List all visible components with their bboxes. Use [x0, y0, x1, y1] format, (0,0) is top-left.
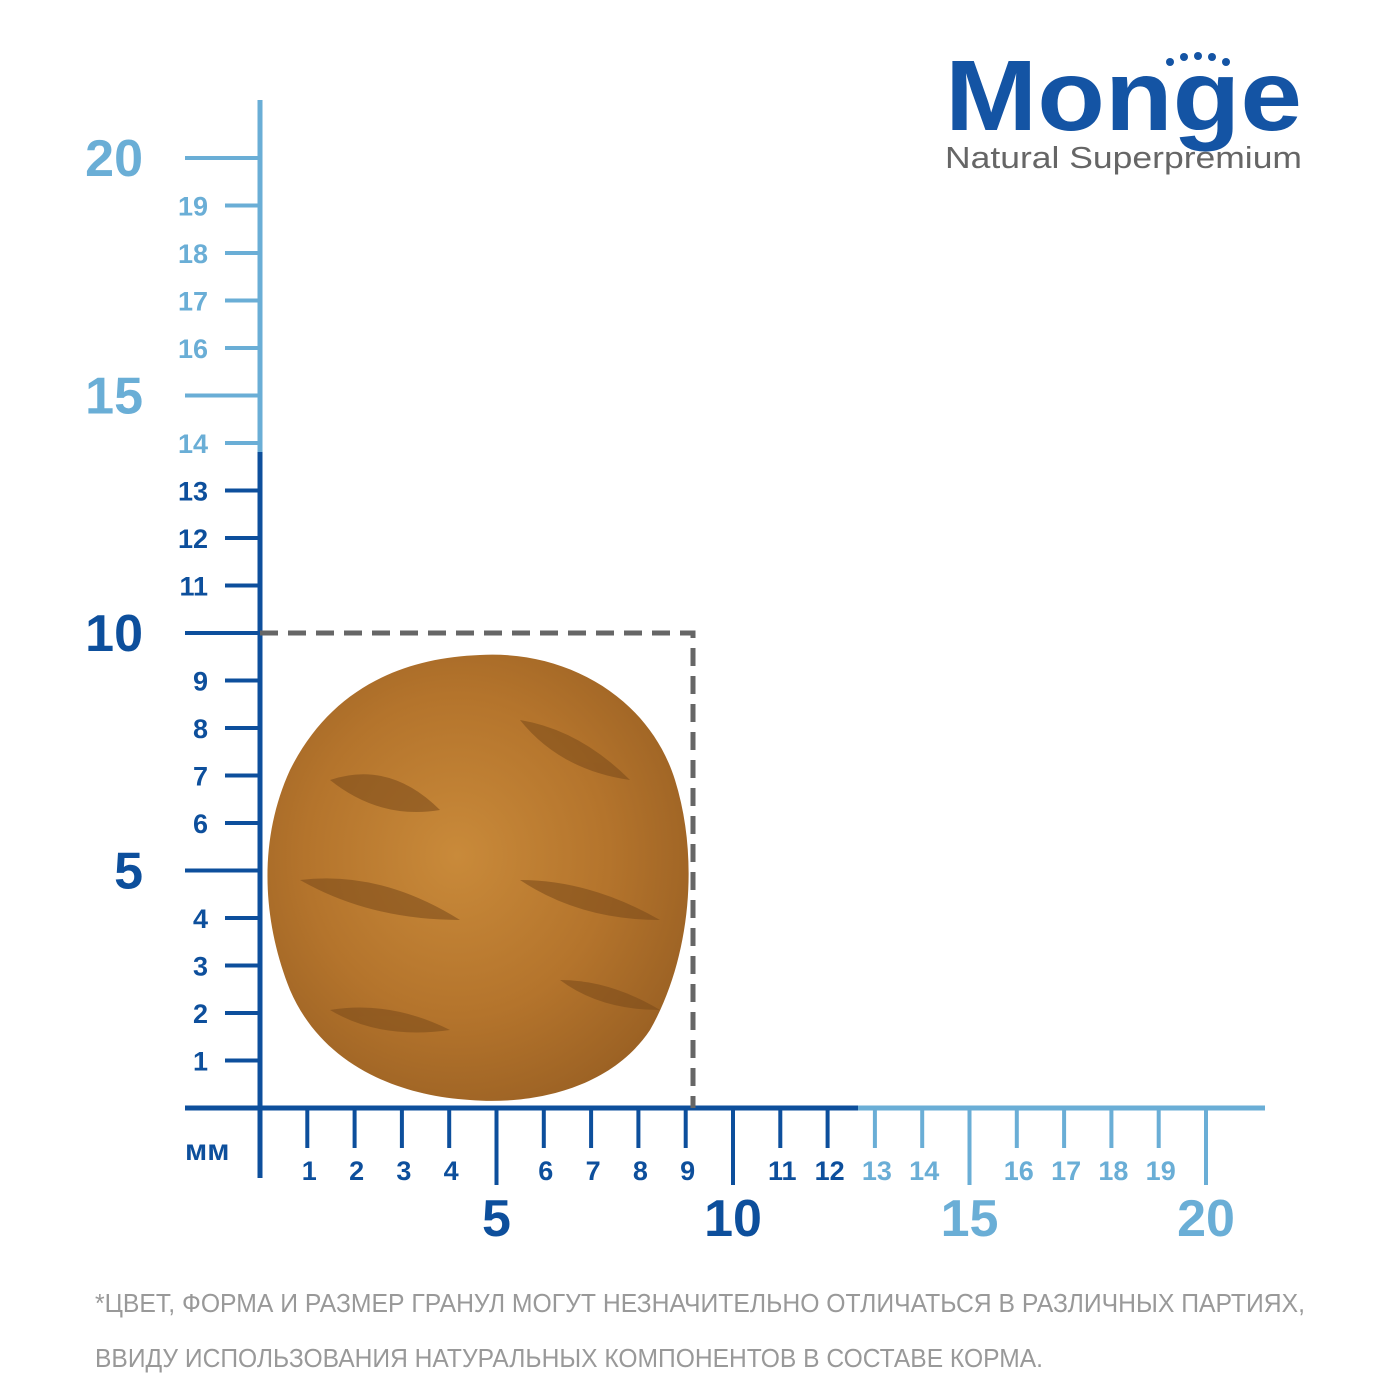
- y-tick-label: 10: [85, 605, 143, 663]
- y-tick-label: 3: [193, 952, 208, 982]
- x-tick-label: 1: [302, 1156, 317, 1186]
- y-tick-label: 14: [178, 429, 208, 459]
- logo-stars: [1166, 52, 1230, 66]
- x-tick-label: 16: [1004, 1156, 1034, 1186]
- x-tick-label: 17: [1051, 1156, 1081, 1186]
- x-tick-label: 5: [482, 1190, 511, 1248]
- unit-label: мм: [185, 1134, 229, 1167]
- brand-logo: Monge: [945, 40, 1302, 152]
- x-tick-label: 14: [909, 1156, 939, 1186]
- y-tick-label: 20: [85, 130, 143, 188]
- y-tick-label: 7: [193, 762, 208, 792]
- y-tick-label: 19: [178, 192, 208, 222]
- y-tick-label: 8: [193, 714, 208, 744]
- x-tick-label: 13: [862, 1156, 892, 1186]
- y-tick-label: 11: [179, 572, 208, 602]
- y-tick-label: 9: [193, 667, 208, 697]
- x-tick-label: 9: [680, 1156, 695, 1186]
- x-tick-label: 6: [538, 1156, 553, 1186]
- x-tick-label: 15: [941, 1190, 999, 1248]
- y-tick-label: 18: [178, 239, 208, 269]
- brand-tagline: Natural Superpremium: [945, 140, 1302, 175]
- y-tick-label: 17: [178, 287, 208, 317]
- footnote-line: *ЦВЕТ, ФОРМА И РАЗМЕР ГРАНУЛ МОГУТ НЕЗНА…: [95, 1288, 1305, 1318]
- x-tick-label: 3: [396, 1156, 411, 1186]
- x-tick-label: 20: [1177, 1190, 1235, 1248]
- y-tick-label: 2: [193, 999, 208, 1029]
- y-tick-label: 1: [193, 1047, 208, 1077]
- footnote-line: ВВИДУ ИСПОЛЬЗОВАНИЯ НАТУРАЛЬНЫХ КОМПОНЕН…: [95, 1343, 1043, 1373]
- x-tick-label: 10: [704, 1190, 762, 1248]
- y-tick-label: 13: [178, 477, 208, 507]
- x-tick-label: 19: [1146, 1156, 1176, 1186]
- x-tick-label: 4: [444, 1156, 459, 1186]
- x-tick-label: 7: [586, 1156, 601, 1186]
- size-box: [260, 630, 696, 1108]
- x-tick-label: 11: [768, 1156, 797, 1186]
- kibble: [267, 654, 689, 1101]
- x-tick-label: 12: [815, 1156, 845, 1186]
- y-tick-label: 5: [114, 843, 143, 901]
- x-tick-label: 8: [633, 1156, 648, 1186]
- y-tick-label: 12: [178, 524, 208, 554]
- x-tick-label: 2: [349, 1156, 364, 1186]
- y-tick-label: 6: [193, 809, 208, 839]
- y-tick-label: 15: [85, 368, 143, 426]
- y-tick-label: 16: [178, 334, 208, 364]
- x-tick-label: 18: [1098, 1156, 1128, 1186]
- y-tick-label: 4: [193, 904, 208, 934]
